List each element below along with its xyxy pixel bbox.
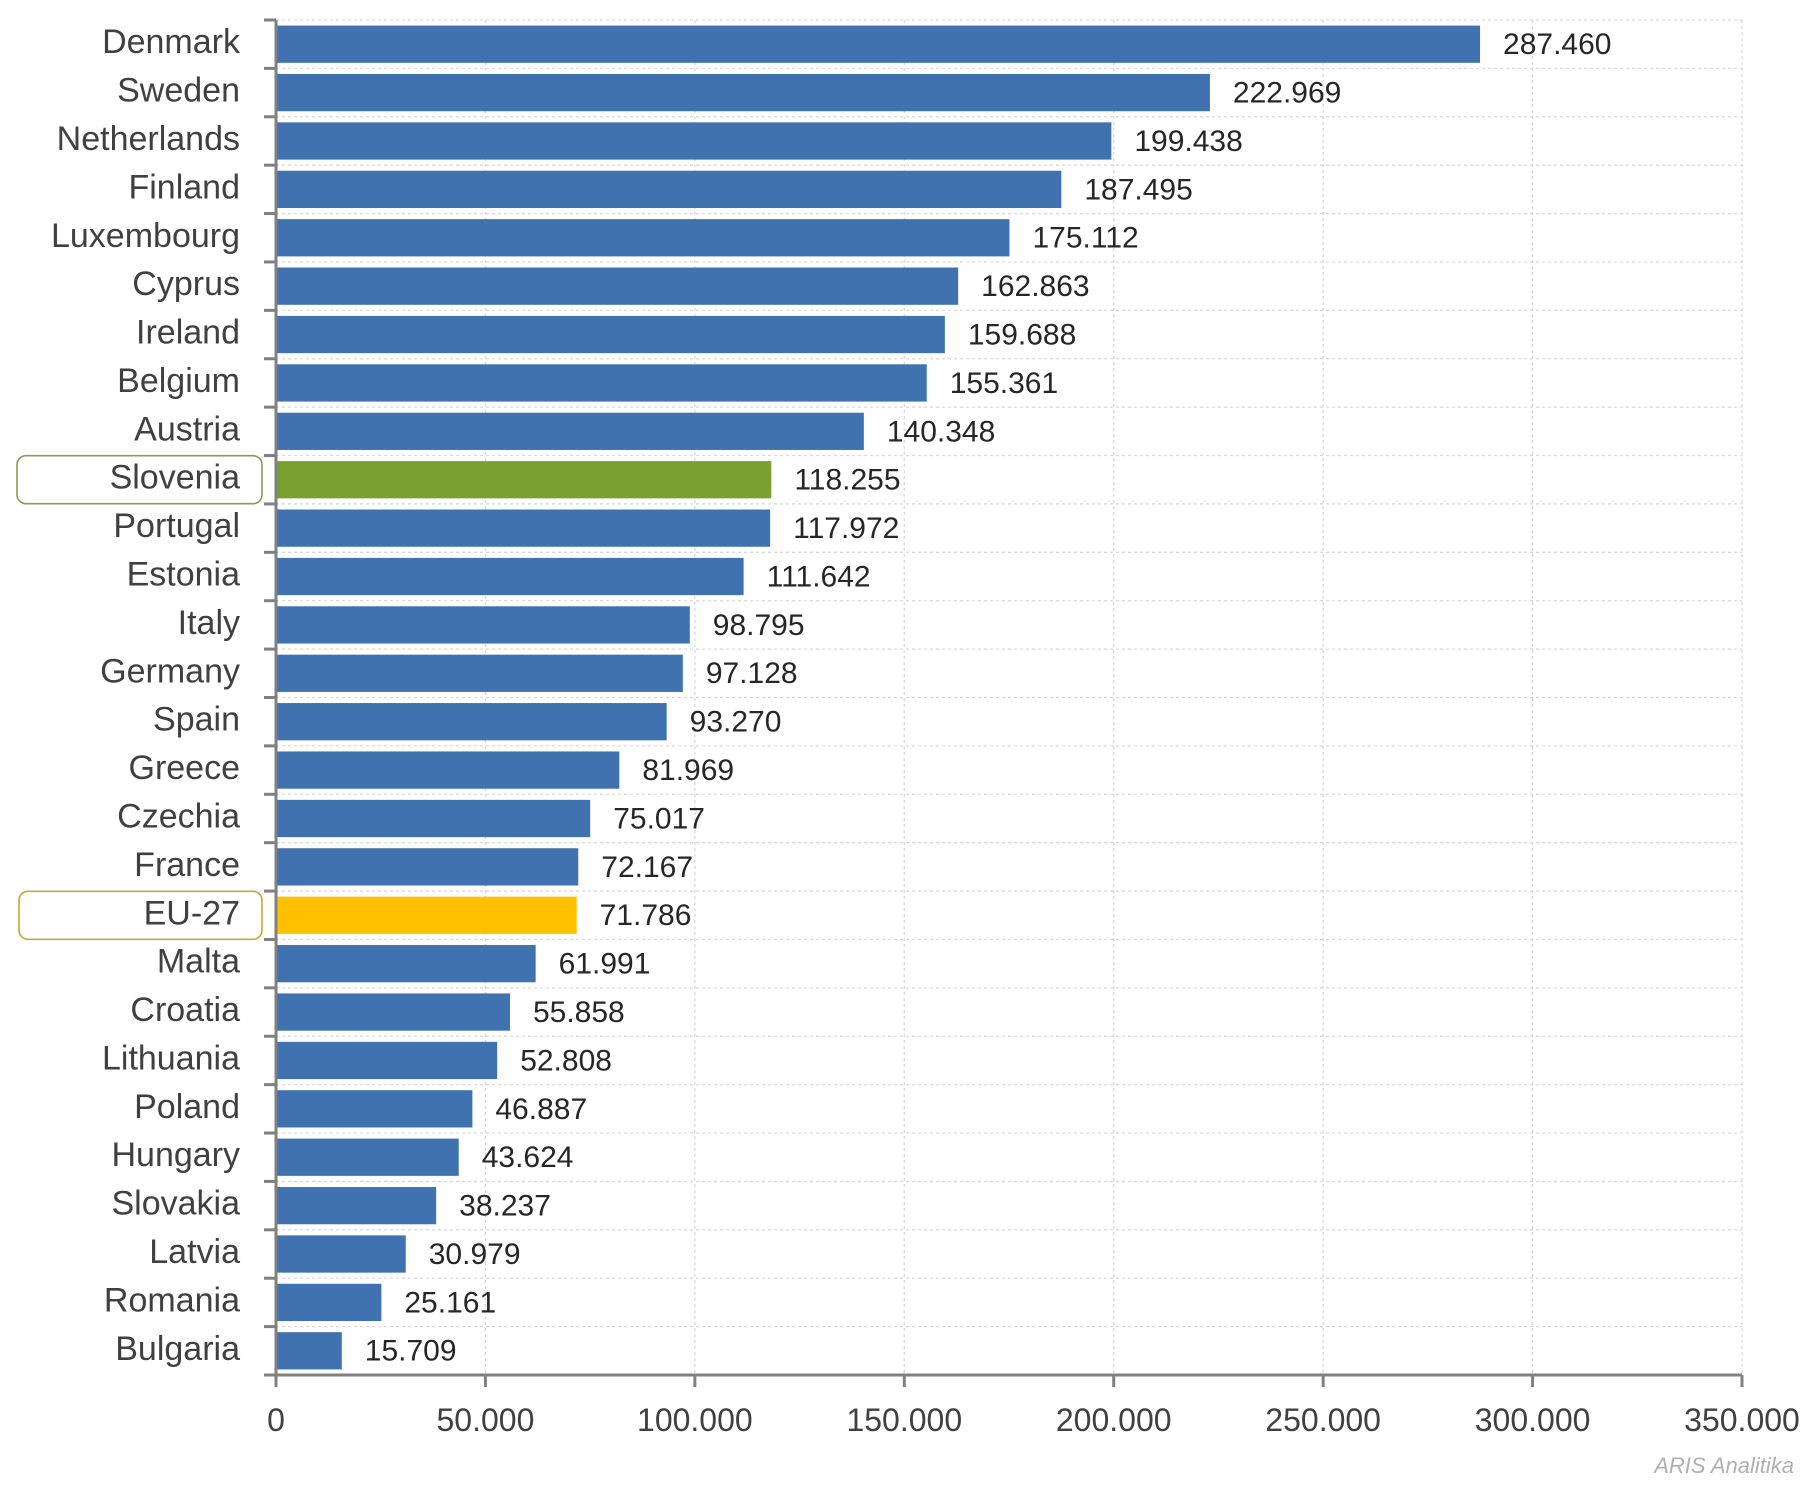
bar-portugal (277, 509, 771, 547)
bar-belgium (277, 364, 927, 402)
bar-hungary (277, 1138, 459, 1176)
bar-malta (277, 945, 536, 983)
bar-greece (277, 751, 620, 789)
bar-poland (277, 1090, 473, 1128)
category-label: Bulgaria (115, 1330, 240, 1368)
highlight-box-eu-27 (18, 890, 263, 941)
category-label: Poland (134, 1088, 240, 1126)
category-label: EU-27 (144, 894, 240, 932)
x-tick-label: 200.000 (1056, 1402, 1172, 1438)
category-label: Denmark (102, 23, 241, 61)
category-label: Netherlands (57, 120, 240, 158)
bar-france (277, 848, 579, 886)
bar-slovakia (277, 1186, 437, 1225)
category-label: Croatia (130, 991, 240, 1029)
data-label: 25.161 (404, 1286, 496, 1319)
data-label: 222.969 (1233, 77, 1341, 110)
x-tick-label: 150.000 (846, 1402, 962, 1438)
category-label: Portugal (113, 507, 240, 545)
category-label: Czechia (117, 797, 240, 835)
data-label: 61.991 (559, 948, 651, 981)
data-label: 55.858 (533, 996, 625, 1029)
x-tick-label: 0 (267, 1402, 285, 1438)
data-label: 155.361 (950, 367, 1058, 400)
x-tick-label: 50.000 (436, 1402, 534, 1438)
category-label: Greece (129, 749, 241, 787)
data-label: 43.624 (482, 1141, 574, 1174)
bar-sweden (277, 73, 1210, 112)
data-label: 118.255 (794, 464, 900, 497)
category-label: France (134, 846, 240, 884)
data-label: 117.972 (793, 512, 899, 545)
credit-label: ARIS Analitika (1654, 1453, 1794, 1478)
data-label: 287.460 (1503, 28, 1611, 61)
category-label: Spain (153, 701, 240, 739)
bar-estonia (277, 557, 744, 596)
data-label: 72.167 (601, 851, 693, 884)
category-label: Romania (104, 1281, 240, 1319)
category-label: Ireland (136, 314, 240, 352)
bar-latvia (277, 1235, 406, 1273)
bar-eu-27 (277, 896, 577, 934)
x-tick-label: 350.000 (1684, 1402, 1800, 1438)
data-label: 140.348 (887, 415, 995, 448)
bar-ireland (277, 315, 945, 354)
category-label: Malta (157, 943, 240, 981)
bar-luxembourg (277, 219, 1010, 257)
data-label: 81.969 (642, 754, 734, 787)
bar-slovenia (277, 461, 772, 499)
data-label: 75.017 (613, 802, 705, 835)
category-label: Sweden (117, 72, 240, 110)
data-label: 52.808 (520, 1044, 612, 1077)
data-label: 98.795 (713, 609, 805, 642)
bar-austria (277, 412, 864, 450)
x-tick-label: 250.000 (1265, 1402, 1381, 1438)
category-label: Latvia (149, 1233, 240, 1271)
data-label: 111.642 (767, 560, 871, 593)
category-label: Austria (134, 410, 240, 448)
data-label: 159.688 (968, 318, 1076, 351)
category-label: Estonia (127, 556, 240, 594)
category-label: Hungary (111, 1136, 240, 1174)
category-label: Slovakia (111, 1185, 240, 1223)
bar-cyprus (277, 267, 959, 305)
data-label: 30.979 (429, 1238, 521, 1271)
category-label: Slovenia (110, 459, 241, 497)
data-label: 162.863 (981, 270, 1089, 303)
bar-lithuania (277, 1041, 498, 1080)
bar-finland (277, 170, 1062, 209)
bar-netherlands (277, 122, 1112, 160)
data-label: 187.495 (1084, 173, 1192, 206)
data-label: 71.786 (600, 899, 692, 932)
data-label: 38.237 (459, 1190, 551, 1223)
data-label: 46.887 (495, 1093, 587, 1126)
bar-italy (277, 606, 690, 644)
x-tick-label: 300.000 (1475, 1402, 1591, 1438)
bar-germany (277, 654, 683, 692)
category-label: Italy (178, 604, 240, 642)
data-label: 93.270 (690, 706, 782, 739)
bar-denmark (277, 25, 1481, 63)
bar-czechia (277, 799, 591, 838)
category-label: Germany (100, 652, 240, 690)
category-label: Cyprus (132, 265, 240, 303)
category-label: Lithuania (102, 1039, 240, 1077)
data-label: 199.438 (1134, 125, 1242, 158)
data-label: 15.709 (365, 1335, 457, 1368)
category-label: Finland (128, 168, 240, 206)
bar-bulgaria (277, 1332, 342, 1370)
x-tick-label: 100.000 (637, 1402, 753, 1438)
bar-croatia (277, 993, 510, 1031)
data-label: 175.112 (1032, 222, 1138, 255)
data-label: 97.128 (706, 657, 798, 690)
category-label: Belgium (117, 362, 240, 400)
category-label: Luxembourg (51, 217, 240, 255)
bar-spain (277, 703, 667, 741)
highlight-box-slovenia (16, 454, 263, 505)
bar-romania (277, 1283, 382, 1322)
